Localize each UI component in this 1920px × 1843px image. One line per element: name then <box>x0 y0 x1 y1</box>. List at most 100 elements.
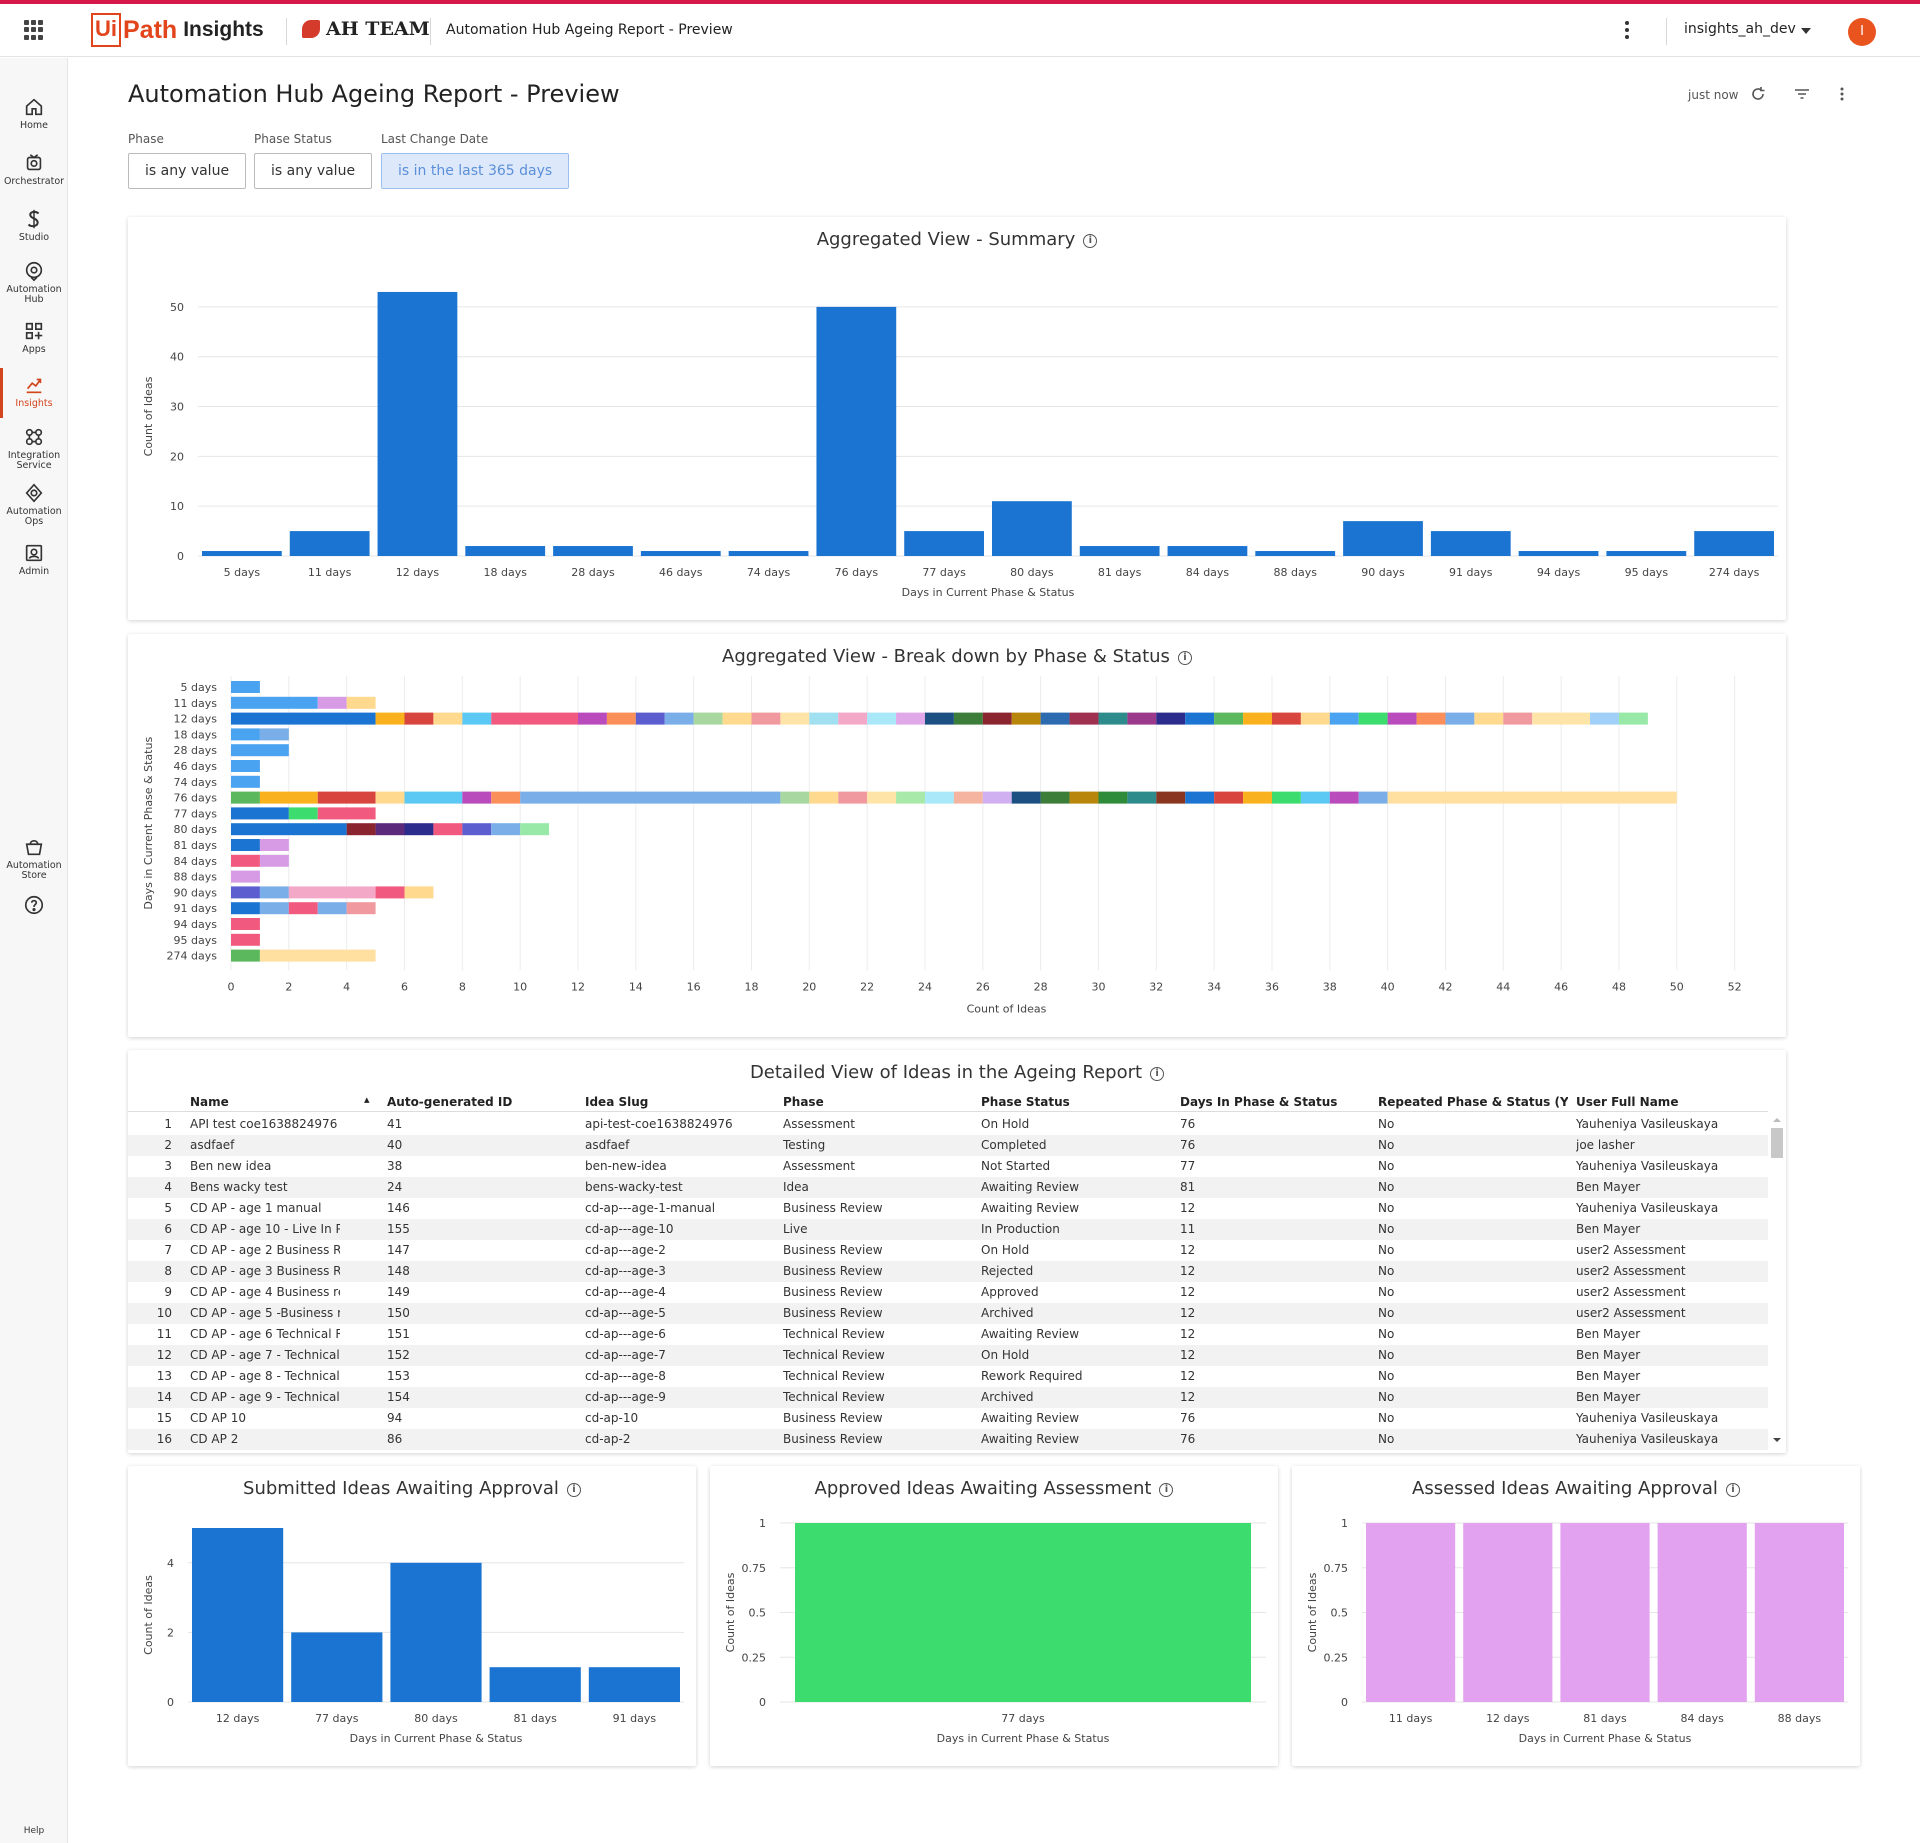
bar-segment <box>1040 712 1070 725</box>
column-header[interactable]: Idea Slug <box>585 1095 649 1109</box>
sidebar-item-studio[interactable]: Studio <box>0 208 68 243</box>
table-row[interactable]: 6 CD AP - age 10 - Live In Produ... 155 cd-… <box>128 1219 1768 1240</box>
table-header: Name Auto-generated ID Idea Slug Phase Phase… <box>128 1092 1768 1112</box>
table-cell: Business Review <box>783 1201 883 1215</box>
info-icon[interactable]: i <box>1177 651 1192 665</box>
x-tick-label: 77 days <box>1001 1712 1045 1725</box>
table-cell: 150 <box>387 1306 410 1320</box>
table-cell: 12 <box>1180 1201 1196 1215</box>
sidebar-item-orchestrator[interactable]: Orchestrator <box>0 152 68 187</box>
row-number: 10 <box>156 1306 172 1320</box>
x-tick-label: 16 <box>687 980 701 993</box>
y-tick-label: 76 days <box>174 792 218 805</box>
bar-segment <box>491 712 578 725</box>
avatar[interactable]: I <box>1848 18 1876 46</box>
tenant-selector[interactable]: insights_ah_dev <box>1684 21 1796 37</box>
refresh-icon[interactable] <box>1748 84 1768 104</box>
table-cell: Technical Review <box>783 1369 885 1383</box>
table-cell: Awaiting Review <box>981 1432 1080 1446</box>
sidebar-item-help[interactable]: Help <box>23 1826 45 1836</box>
table-scrollbar[interactable] <box>1768 1114 1786 1449</box>
table-row[interactable]: 3 Ben new idea 38 ben-new-idea Assessment Not… <box>128 1156 1768 1177</box>
info-icon[interactable]: i <box>1159 1483 1174 1497</box>
table-cell: 12 <box>1180 1390 1196 1404</box>
info-icon[interactable]: i <box>1083 234 1098 248</box>
filter-phase-status-button[interactable]: is any value <box>254 153 373 189</box>
bar <box>202 551 282 556</box>
table-cell: CD AP - age 8 - Technical Revie... <box>190 1369 340 1383</box>
column-header[interactable]: Phase Status <box>981 1095 1070 1109</box>
chevron-down-icon[interactable] <box>1801 28 1811 34</box>
uipath-insights-logo[interactable]: Ui Path Insights <box>91 12 264 48</box>
table-cell: Awaiting Review <box>981 1411 1080 1425</box>
table-cell: CD AP - age 3 Business Review... <box>190 1264 340 1278</box>
bar <box>728 551 809 556</box>
top-bar: Ui Path Insights AH TEAM Automation Hub … <box>0 4 1920 57</box>
filter-phase-button[interactable]: is any value <box>128 153 247 189</box>
info-icon[interactable]: i <box>1725 1483 1740 1497</box>
sidebar-item-automation-store[interactable]: Automation Store <box>0 836 68 881</box>
table-row[interactable]: 10 CD AP - age 5 -Business revie... 150 cd-… <box>128 1303 1768 1324</box>
column-header[interactable]: User Full Name <box>1576 1095 1679 1109</box>
bar <box>904 531 984 556</box>
table-cell: CD AP - age 7 - Technical Revie... <box>190 1348 340 1362</box>
scrollbar-track[interactable] <box>1768 1114 1786 1449</box>
more-options-icon[interactable] <box>1625 21 1629 39</box>
bar-segment <box>288 886 376 899</box>
table-row[interactable]: 15 CD AP 10 94 cd-ap-10 Business Review Await… <box>128 1408 1768 1429</box>
divider <box>1666 18 1667 45</box>
bar-segment <box>288 807 318 820</box>
sidebar-item-label: Automation Hub <box>6 284 62 305</box>
sort-ascending-icon[interactable]: ▴ <box>364 1093 370 1106</box>
sidebar-item-apps[interactable]: Apps <box>0 320 68 355</box>
column-header[interactable]: Phase <box>783 1095 824 1109</box>
table-row[interactable]: 2 asdfaef 40 asdfaef Testing Completed 76 No joe… <box>128 1135 1768 1156</box>
table-row[interactable]: 8 CD AP - age 3 Business Review... 148 cd-a… <box>128 1261 1768 1282</box>
sidebar-item-automation-hub[interactable]: Automation Hub <box>0 260 68 305</box>
table-row[interactable]: 4 Bens wacky test 24 bens-wacky-test Idea Awa… <box>128 1177 1768 1198</box>
sidebar-item-home[interactable]: Home <box>0 96 68 131</box>
bar-segment <box>1300 791 1330 804</box>
orchestrator-icon <box>26 154 42 171</box>
table-title-row: Detailed View of Ideas in the Ageing Rep… <box>128 1062 1786 1083</box>
apps-icon <box>25 322 43 340</box>
table-row[interactable]: 14 CD AP - age 9 - Technical Revie... 154 c… <box>128 1387 1768 1408</box>
sidebar-item-insights[interactable]: Insights <box>0 374 68 409</box>
sidebar-item-admin[interactable]: Admin <box>0 542 68 577</box>
submitted-title-row: Submitted Ideas Awaiting Approval i <box>128 1478 696 1499</box>
y-tick-label: 20 <box>170 450 184 463</box>
table-row[interactable]: 12 CD AP - age 7 - Technical Revie... 152 c… <box>128 1345 1768 1366</box>
table-row[interactable]: 5 CD AP - age 1 manual 146 cd-ap---age-1-ma… <box>128 1198 1768 1219</box>
info-icon[interactable]: i <box>1150 1067 1165 1081</box>
bar-segment <box>867 791 897 804</box>
info-icon[interactable]: i <box>566 1483 581 1497</box>
filter-last-change-date-button[interactable]: is in the last 365 days <box>381 153 570 189</box>
app-launcher-icon[interactable] <box>24 20 44 40</box>
column-header[interactable]: Days In Phase & Status <box>1180 1095 1338 1109</box>
table-row[interactable]: 11 CD AP - age 6 Technical Revie... 151 cd-… <box>128 1324 1768 1345</box>
sidebar-item-help-icon[interactable] <box>0 894 68 919</box>
bar-segment <box>1127 791 1157 804</box>
table-cell: cd-ap---age-6 <box>585 1327 666 1341</box>
column-header[interactable]: Name <box>190 1095 229 1109</box>
sidebar-item-automation-ops[interactable]: Automation Ops <box>0 482 68 527</box>
filter-icon[interactable] <box>1792 84 1812 104</box>
sidebar-item-integration-service[interactable]: Integration Service <box>0 426 68 471</box>
table-row[interactable]: 7 CD AP - age 2 Business Review... 147 cd-a… <box>128 1240 1768 1261</box>
filter-label-phase-status: Phase Status <box>254 132 332 146</box>
column-header[interactable]: Auto-generated ID <box>387 1095 513 1109</box>
table-row[interactable]: 16 CD AP 2 86 cd-ap-2 Business Review Awaitin… <box>128 1429 1768 1450</box>
bar-segment <box>664 712 694 725</box>
dashboard-menu-icon[interactable] <box>1832 84 1852 104</box>
column-header[interactable]: Repeated Phase & Status (Yes ... <box>1378 1095 1568 1109</box>
filter-label-last-change-date: Last Change Date <box>381 132 489 146</box>
table-row[interactable]: 1 API test coe1638824976 41 api-test-coe163… <box>128 1114 1768 1135</box>
table-row[interactable]: 13 CD AP - age 8 - Technical Revie... 153 c… <box>128 1366 1768 1387</box>
bar-segment <box>1243 791 1272 804</box>
x-tick-label: 77 days <box>922 566 966 579</box>
table-cell: api-test-coe1638824976 <box>585 1117 733 1131</box>
bar <box>588 1667 680 1702</box>
table-cell: 154 <box>387 1390 410 1404</box>
table-cell: No <box>1378 1243 1395 1257</box>
table-row[interactable]: 9 CD AP - age 4 Business review... 149 cd-a… <box>128 1282 1768 1303</box>
